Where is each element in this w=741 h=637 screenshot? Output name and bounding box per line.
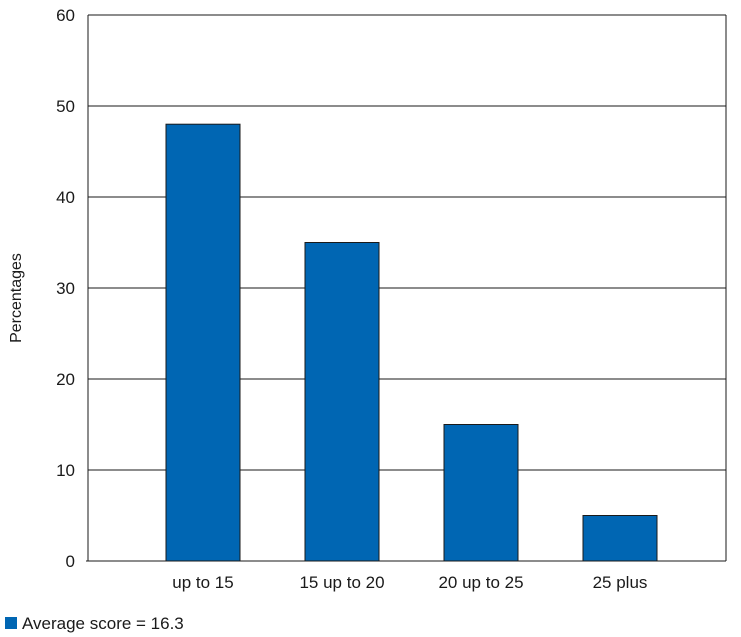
y-tick-labels: 0 10 20 30 40 50 60 — [56, 6, 75, 571]
y-tick-label: 50 — [56, 97, 75, 116]
legend-label: Average score = 16.3 — [22, 614, 184, 633]
y-tick-label: 10 — [56, 461, 75, 480]
x-tick-labels: up to 15 15 up to 20 20 up to 25 25 plus — [172, 573, 647, 592]
bar-25-plus — [582, 515, 658, 562]
y-tick-label: 0 — [66, 552, 75, 571]
x-tick-label: 25 plus — [593, 573, 648, 592]
bar-up-to-15 — [165, 123, 241, 562]
legend: Average score = 16.3 — [5, 614, 184, 633]
y-tick-label: 20 — [56, 370, 75, 389]
bar-15-up-to-20 — [304, 242, 380, 562]
x-tick-label: up to 15 — [172, 573, 233, 592]
legend-swatch — [5, 617, 17, 629]
y-tick-label: 60 — [56, 6, 75, 25]
y-axis-title: Percentages — [8, 253, 25, 343]
bars — [165, 123, 658, 562]
x-tick-label: 20 up to 25 — [438, 573, 523, 592]
y-tick-label: 30 — [56, 279, 75, 298]
x-tick-label: 15 up to 20 — [299, 573, 384, 592]
bar-20-up-to-25 — [443, 424, 519, 562]
y-tick-label: 40 — [56, 188, 75, 207]
